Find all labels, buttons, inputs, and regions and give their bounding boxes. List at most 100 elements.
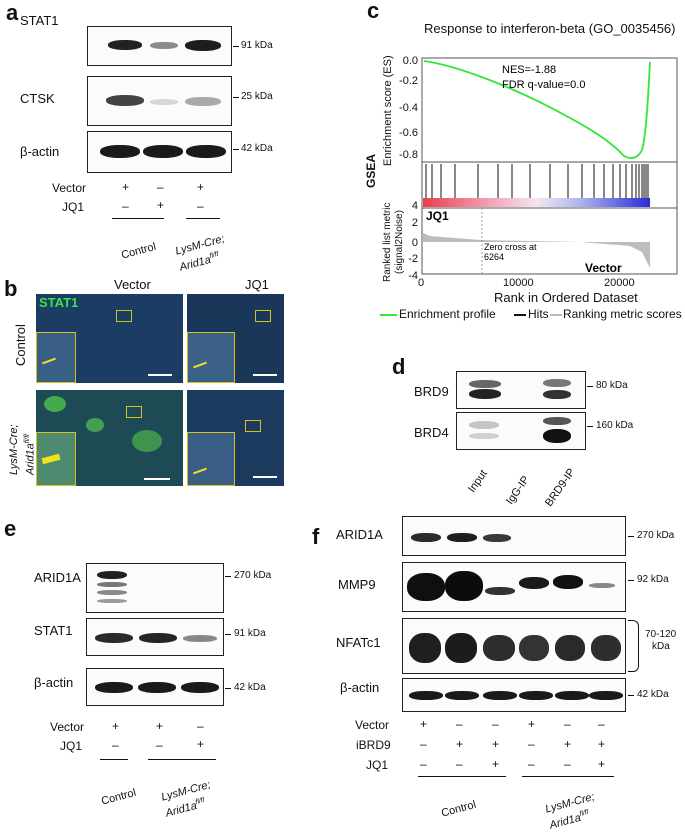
zero-cross-line1: Zero cross at: [484, 242, 537, 252]
micrograph-control-vector: STAT1: [36, 294, 183, 383]
mark: +: [492, 757, 500, 771]
row-label-vector-a: Vector: [52, 181, 87, 195]
col-label-vector-b: Vector: [114, 277, 151, 292]
mark: –: [456, 757, 463, 771]
mark: +: [492, 737, 500, 751]
blot-label-mmp9-f: MMP9: [338, 577, 376, 592]
micrograph-lysm-jq1: [187, 390, 284, 486]
jq1-rank-label: JQ1: [426, 209, 449, 223]
blot-ctsk: [87, 76, 232, 126]
mark: +: [598, 757, 606, 771]
lane-input: Input: [466, 467, 490, 495]
kda-arid1a-f: 270 kDa: [637, 530, 675, 541]
mark: +: [598, 737, 606, 751]
panel-label-e: e: [4, 516, 17, 541]
rank-tick: 2: [412, 217, 418, 229]
mark: +: [564, 737, 572, 751]
blot-nfatc1-f: [402, 618, 626, 674]
row-label-lysm-b: LysM-Cre; Arid1afl/fl: [8, 424, 37, 475]
blot-beta-actin-f: [402, 678, 626, 712]
row-label-vector-e: Vector: [50, 720, 85, 734]
fdr-text: FDR q-value=0.0: [502, 79, 585, 91]
mark: +: [122, 180, 130, 194]
rank-tick: 4: [412, 200, 418, 212]
row-label-vector-f: Vector: [355, 718, 390, 732]
blot-label-ctsk: CTSK: [20, 91, 55, 106]
mark: +: [420, 717, 428, 731]
panel-label-d: d: [392, 354, 406, 379]
es-tick: -0.2: [399, 75, 418, 87]
mark: +: [456, 737, 464, 751]
rank-tick: 0: [412, 237, 418, 249]
row-label-jq1-a: JQ1: [62, 200, 85, 214]
kda-brd4: 160 kDa: [596, 420, 634, 431]
lane-brd9-ip: BRD9-IP: [543, 466, 578, 509]
row-label-jq1-e: JQ1: [60, 739, 83, 753]
panel-label-a: a: [6, 0, 19, 25]
group-control-a: Control: [120, 240, 158, 262]
row-label-jq1-f: JQ1: [366, 758, 389, 772]
ranking-metric-area: [423, 233, 650, 268]
kda-stat1: 91 kDa: [241, 40, 273, 51]
legend-hits: Hits: [528, 307, 549, 321]
mark: –: [528, 757, 535, 771]
blot-beta-actin-e: [86, 668, 224, 706]
row-label-control-b: Control: [13, 324, 28, 366]
legend-hits-swatch: [514, 314, 526, 316]
legend-ranking-swatch: [550, 314, 562, 316]
mark: –: [564, 717, 571, 731]
blot-brd9-d: [456, 371, 586, 409]
kda-nfatc1-line1: 70-120: [645, 629, 677, 640]
rank-tick-labels: 4 2 0 -2 -4: [408, 200, 418, 282]
enrichment-curve: [423, 60, 651, 159]
mark: –: [598, 717, 605, 731]
col-label-jq1-b: JQ1: [245, 277, 269, 292]
es-tick: -0.4: [399, 102, 418, 114]
legend-enrichment-swatch: [380, 314, 397, 316]
legend-enrichment: Enrichment profile: [399, 307, 496, 321]
blot-label-brd4: BRD4: [414, 425, 449, 440]
blot-brd4-d: [456, 412, 586, 450]
blot-mmp9-f: [402, 562, 626, 612]
mark: –: [492, 717, 499, 731]
blot-stat1-e: [86, 618, 224, 656]
rank-tick: -2: [408, 253, 418, 265]
gsea-plot: 0.0 -0.2 -0.4 -0.6 -0.8 NES=-1.88 FDR q-…: [399, 55, 678, 282]
kda-ctsk: 25 kDa: [241, 91, 273, 102]
rank-tick: -4: [408, 270, 418, 282]
hit-lines: [425, 164, 649, 198]
mark: –: [197, 719, 204, 733]
mark: –: [112, 738, 119, 752]
mark: –: [420, 757, 427, 771]
blot-label-arid1a-e: ARID1A: [34, 570, 81, 585]
row-label-ibrd9-f: iBRD9: [356, 738, 391, 752]
mark: +: [112, 719, 120, 733]
kda-arid1a-e: 270 kDa: [234, 570, 272, 581]
mark: +: [528, 717, 536, 731]
group-lysm-e: LysM-Cre; Arid1afl/fl: [160, 778, 212, 820]
mark: –: [456, 717, 463, 731]
x-tick: 0: [418, 277, 425, 289]
mark: –: [197, 199, 204, 213]
panel-label-b: b: [4, 276, 18, 301]
blot-label-nfatc1-f: NFATc1: [336, 635, 381, 650]
vector-rank-label: Vector: [585, 261, 622, 275]
kda-beta-actin-e: 42 kDa: [234, 682, 266, 693]
blot-label-beta-actin-a: β-actin: [20, 144, 60, 159]
mark: –: [564, 757, 571, 771]
kda-beta-actin-f: 42 kDa: [637, 689, 669, 700]
stain-label: STAT1: [39, 295, 79, 310]
blot-label-stat1: STAT1: [20, 13, 59, 28]
mark: –: [157, 180, 164, 194]
nes-text: NES=-1.88: [502, 64, 556, 76]
es-tick: -0.6: [399, 127, 418, 139]
gsea-xlabel: Rank in Ordered Dataset: [494, 290, 638, 305]
x-tick: 10000: [503, 277, 534, 289]
zero-cross-line2: 6264: [484, 252, 504, 262]
kda-stat1-e: 91 kDa: [234, 628, 266, 639]
es-tick: 0.0: [403, 55, 418, 67]
mark: –: [528, 737, 535, 751]
kda-nfatc1-line2: kDa: [652, 641, 670, 652]
mark: +: [197, 737, 205, 751]
blot-beta-actin-a: [87, 131, 232, 173]
